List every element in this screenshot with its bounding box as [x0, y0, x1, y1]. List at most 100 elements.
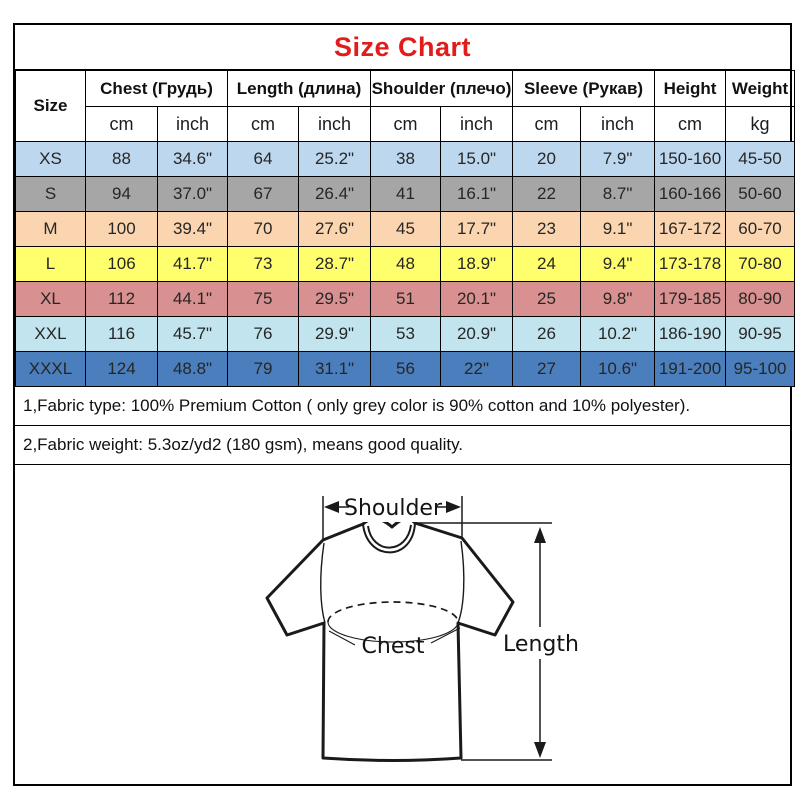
unit-cell: kg	[725, 106, 796, 142]
left-armhole-seam	[320, 542, 326, 624]
size-table: Size Chest (Грудь) Length (длина) Should…	[15, 70, 796, 387]
value-cell: 20	[512, 141, 582, 177]
col-header-size: Size	[15, 70, 86, 142]
value-cell: 112	[85, 281, 158, 317]
value-cell: 80-90	[725, 281, 796, 317]
value-cell: 31.1"	[298, 351, 372, 387]
value-cell: 167-172	[654, 211, 727, 247]
value-cell: 20.9"	[440, 316, 514, 352]
value-cell: 34.6"	[156, 141, 229, 177]
size-cell: XL	[15, 281, 86, 317]
right-armhole-seam	[457, 540, 465, 624]
chest-ellipse-solid-arc	[327, 621, 459, 643]
value-cell: 73	[227, 246, 300, 282]
col-header-weight: Weight	[725, 70, 796, 107]
value-cell: 67	[227, 176, 300, 212]
size-cell: XXL	[15, 316, 86, 352]
size-chart-card: Size Chart Size Chest (Грудь) Length (дл…	[13, 23, 796, 786]
size-cell: S	[15, 176, 86, 212]
length-arrowhead-bottom	[534, 742, 546, 758]
value-cell: 8.7"	[580, 176, 656, 212]
table-row: L 106 41.7" 73 28.7" 48 18.9" 24 9.4" 173-178 70-8…	[15, 246, 796, 282]
value-cell: 16.1"	[440, 176, 514, 212]
value-cell: 9.4"	[580, 246, 656, 282]
title-row: Size Chart	[15, 25, 790, 70]
length-label-bg	[505, 627, 577, 659]
table-row: M 100 39.4" 70 27.6" 45 17.7" 23 9.1" 167-172 60-7…	[15, 211, 796, 247]
value-cell: 7.9"	[580, 141, 656, 177]
collar-outer-arc	[362, 522, 416, 554]
group-header-row: Size Chest (Грудь) Length (длина) Should…	[15, 70, 796, 142]
value-cell: 191-200	[654, 351, 727, 387]
value-cell: 41	[370, 176, 442, 212]
value-cell: 22	[512, 176, 582, 212]
value-cell: 50-60	[725, 176, 796, 212]
value-cell: 48.8"	[156, 351, 229, 387]
page-title: Size Chart	[333, 31, 472, 62]
value-cell: 39.4"	[156, 211, 229, 247]
col-header-height: Height	[654, 70, 727, 107]
table-row: XL 112 44.1" 75 29.5" 51 20.1" 25 9.8" 179-185 80-…	[15, 281, 796, 317]
value-cell: 160-166	[654, 176, 727, 212]
value-cell: 45	[370, 211, 442, 247]
value-cell: 179-185	[654, 281, 727, 317]
chest-pointer-left	[328, 630, 356, 646]
value-cell: 60-70	[725, 211, 796, 247]
value-cell: 23	[512, 211, 582, 247]
length-arrowhead-top	[534, 527, 546, 543]
value-cell: 24	[512, 246, 582, 282]
value-cell: 100	[85, 211, 158, 247]
value-cell: 70	[227, 211, 300, 247]
unit-cell: cm	[370, 106, 442, 142]
value-cell: 186-190	[654, 316, 727, 352]
value-cell: 17.7"	[440, 211, 514, 247]
value-cell: 45-50	[725, 141, 796, 177]
value-cell: 27	[512, 351, 582, 387]
value-cell: 25.2"	[298, 141, 372, 177]
col-header-sleeve: Sleeve (Рукав)	[512, 70, 656, 107]
value-cell: 53	[370, 316, 442, 352]
value-cell: 26	[512, 316, 582, 352]
value-cell: 9.1"	[580, 211, 656, 247]
value-cell: 22"	[440, 351, 514, 387]
length-label: Length	[503, 632, 579, 657]
value-cell: 106	[85, 246, 158, 282]
col-header-shoulder: Shoulder (плечо)	[370, 70, 514, 107]
collar-inner-arc	[367, 524, 412, 549]
value-cell: 88	[85, 141, 158, 177]
fabric-weight-note: 2,Fabric weight: 5.3oz/yd2 (180 gsm), me…	[15, 426, 790, 465]
value-cell: 15.0"	[440, 141, 514, 177]
col-header-length: Length (длина)	[227, 70, 372, 107]
value-cell: 64	[227, 141, 300, 177]
table-row: XXXL 124 48.8" 79 31.1" 56 22" 27 10.6" 191-200 95…	[15, 351, 796, 387]
value-cell: 10.2"	[580, 316, 656, 352]
value-cell: 150-160	[654, 141, 727, 177]
size-cell: XXXL	[15, 351, 86, 387]
value-cell: 18.9"	[440, 246, 514, 282]
value-cell: 38	[370, 141, 442, 177]
units-row: cm inch cm inch cm inch cm inch cm kg	[16, 106, 796, 142]
unit-cell: inch	[440, 106, 514, 142]
unit-cell: inch	[156, 106, 229, 142]
value-cell: 37.0"	[156, 176, 229, 212]
shoulder-arrowhead-right	[446, 501, 461, 513]
shoulder-label: Shoulder	[344, 496, 443, 521]
unit-cell: cm	[85, 106, 158, 142]
shoulder-arrowhead-left	[324, 501, 339, 513]
value-cell: 90-95	[725, 316, 796, 352]
unit-cell: inch	[580, 106, 656, 142]
tshirt-measurement-diagram: Shoulder Chest Length	[15, 465, 790, 777]
table-row: XS 88 34.6" 64 25.2" 38 15.0" 20 7.9" 150-160 45-5…	[15, 141, 796, 177]
value-cell: 27.6"	[298, 211, 372, 247]
chest-label: Chest	[362, 634, 425, 659]
fabric-type-note: 1,Fabric type: 100% Premium Cotton ( onl…	[15, 387, 790, 426]
value-cell: 28.7"	[298, 246, 372, 282]
value-cell: 76	[227, 316, 300, 352]
table-row: XXL 116 45.7" 76 29.9" 53 20.9" 26 10.2" 186-190 9…	[15, 316, 796, 352]
unit-cell: cm	[512, 106, 582, 142]
unit-cell: inch	[298, 106, 372, 142]
value-cell: 26.4"	[298, 176, 372, 212]
value-cell: 79	[227, 351, 300, 387]
value-cell: 9.8"	[580, 281, 656, 317]
value-cell: 75	[227, 281, 300, 317]
